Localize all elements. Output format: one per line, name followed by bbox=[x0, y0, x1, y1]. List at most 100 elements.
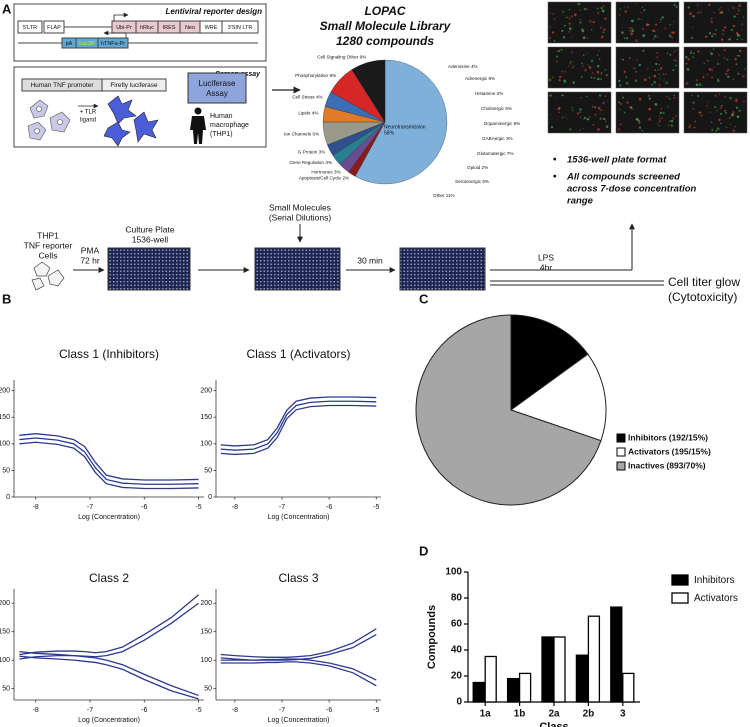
micrograph-speck bbox=[591, 71, 594, 74]
legend-value: (195/15%) bbox=[672, 447, 711, 457]
y-tick-label: 100 bbox=[0, 657, 10, 664]
micrograph-speck bbox=[687, 6, 690, 9]
micrograph-speck bbox=[718, 8, 720, 11]
micrograph-speck bbox=[729, 123, 732, 126]
micrograph-speck bbox=[689, 12, 692, 16]
plate bbox=[107, 247, 191, 291]
micrograph-speck bbox=[711, 35, 714, 38]
element-label: Neo bbox=[185, 25, 195, 31]
slice-name: Hormones bbox=[311, 169, 333, 174]
micrograph-speck bbox=[596, 7, 599, 10]
curve bbox=[220, 661, 377, 687]
micrograph-speck bbox=[549, 37, 551, 39]
micrograph-speck bbox=[599, 26, 603, 29]
slice-label: Lipids 4% bbox=[298, 111, 318, 116]
micrograph-speck bbox=[634, 39, 638, 42]
element-label: Ubi-Pr bbox=[116, 25, 132, 31]
micrograph-speck bbox=[619, 108, 621, 111]
micrograph-speck bbox=[601, 9, 605, 13]
curve bbox=[19, 437, 199, 485]
bullet-text: range bbox=[567, 196, 594, 207]
chart-title: Class 1 (Activators) bbox=[246, 347, 350, 361]
micrograph-speck bbox=[627, 6, 629, 8]
micrograph-speck bbox=[583, 116, 587, 119]
micrograph-speck bbox=[622, 96, 624, 99]
micrograph-speck bbox=[708, 68, 712, 71]
micrograph-speck bbox=[727, 75, 730, 78]
micrograph-speck bbox=[550, 114, 552, 116]
micrograph-speck bbox=[552, 13, 555, 16]
micrograph-speck bbox=[600, 6, 604, 10]
x-tick-label: 2a bbox=[548, 709, 560, 720]
slice-label: Cell Signaling Other 9% bbox=[317, 55, 366, 60]
micrograph-speck bbox=[602, 31, 605, 33]
micrograph-speck bbox=[673, 31, 676, 34]
workflow-label: 4hr bbox=[540, 262, 552, 272]
legend-swatch bbox=[671, 592, 689, 604]
micrograph-speck bbox=[640, 18, 643, 21]
micrograph-grid bbox=[547, 1, 748, 134]
micrograph-speck bbox=[590, 59, 594, 63]
micrograph-speck bbox=[631, 29, 634, 33]
legend-name: Inactives bbox=[628, 461, 665, 471]
micrograph-speck bbox=[666, 106, 669, 108]
micrograph-speck bbox=[732, 78, 734, 80]
micrograph-speck bbox=[599, 117, 602, 120]
micrograph-speck bbox=[596, 54, 599, 56]
micrograph-speck bbox=[618, 101, 621, 104]
micrograph-speck bbox=[556, 50, 558, 53]
y-tick-label: 100 bbox=[0, 441, 10, 448]
micrograph-speck bbox=[583, 7, 587, 11]
construct-label: Human TNF promoter bbox=[30, 82, 94, 89]
micrograph-speck bbox=[737, 54, 740, 57]
legend-label: Inhibitors (192/15%) bbox=[628, 433, 708, 443]
micrograph-speck bbox=[724, 95, 727, 98]
micrograph-speck bbox=[567, 65, 570, 67]
x-axis-label: Log (Concentration) bbox=[78, 717, 140, 724]
micrograph-speck bbox=[642, 34, 646, 38]
curve bbox=[220, 628, 377, 658]
micrograph-speck bbox=[673, 50, 676, 53]
micrograph-speck bbox=[598, 49, 600, 52]
y-tick-label: 0 bbox=[456, 697, 462, 708]
micrograph-speck bbox=[587, 64, 589, 66]
micrograph-speck bbox=[638, 121, 641, 124]
slice-value: 3% bbox=[325, 160, 332, 165]
micrograph-speck bbox=[648, 76, 651, 79]
micrograph-speck bbox=[550, 125, 554, 129]
micrograph-speck bbox=[743, 100, 745, 103]
micrograph-speck bbox=[734, 125, 737, 128]
micrograph-speck bbox=[604, 69, 607, 71]
y-tick-label: 50 bbox=[204, 685, 212, 692]
slice-name: Cell Stress bbox=[292, 95, 315, 100]
micrograph-speck bbox=[658, 125, 661, 127]
micrograph-speck bbox=[669, 54, 672, 56]
micrograph-speck bbox=[635, 117, 639, 121]
micrograph-speck bbox=[720, 122, 722, 125]
micrograph-speck bbox=[673, 59, 675, 61]
micrograph-speck bbox=[554, 97, 556, 99]
subclass-annotation: Adrenergic 8% bbox=[465, 76, 495, 81]
micrograph-speck bbox=[673, 21, 675, 23]
stimulus-label: + TLR bbox=[80, 110, 97, 116]
micrograph-speck bbox=[652, 29, 655, 33]
micrograph-speck bbox=[721, 104, 723, 107]
micrograph-speck bbox=[637, 119, 640, 122]
micrograph-speck bbox=[698, 83, 702, 86]
micrograph-speck bbox=[673, 94, 675, 97]
micrograph-speck bbox=[622, 58, 625, 61]
slice-label: Cell Stress 4% bbox=[292, 95, 322, 100]
micrograph-speck bbox=[573, 65, 575, 67]
workflow-label: 72 hr bbox=[80, 255, 100, 265]
micrograph-speck bbox=[618, 14, 621, 17]
micrograph-speck bbox=[732, 24, 736, 28]
micrograph-speck bbox=[586, 8, 589, 11]
micrograph-speck bbox=[582, 65, 585, 67]
micrograph-speck bbox=[597, 12, 600, 14]
micrograph-speck bbox=[733, 15, 736, 18]
micrograph-speck bbox=[549, 26, 551, 28]
legend-label: Inhibitors bbox=[694, 575, 735, 586]
micrograph-speck bbox=[619, 84, 622, 87]
micrograph-speck bbox=[741, 38, 743, 40]
micrograph-speck bbox=[660, 108, 662, 110]
